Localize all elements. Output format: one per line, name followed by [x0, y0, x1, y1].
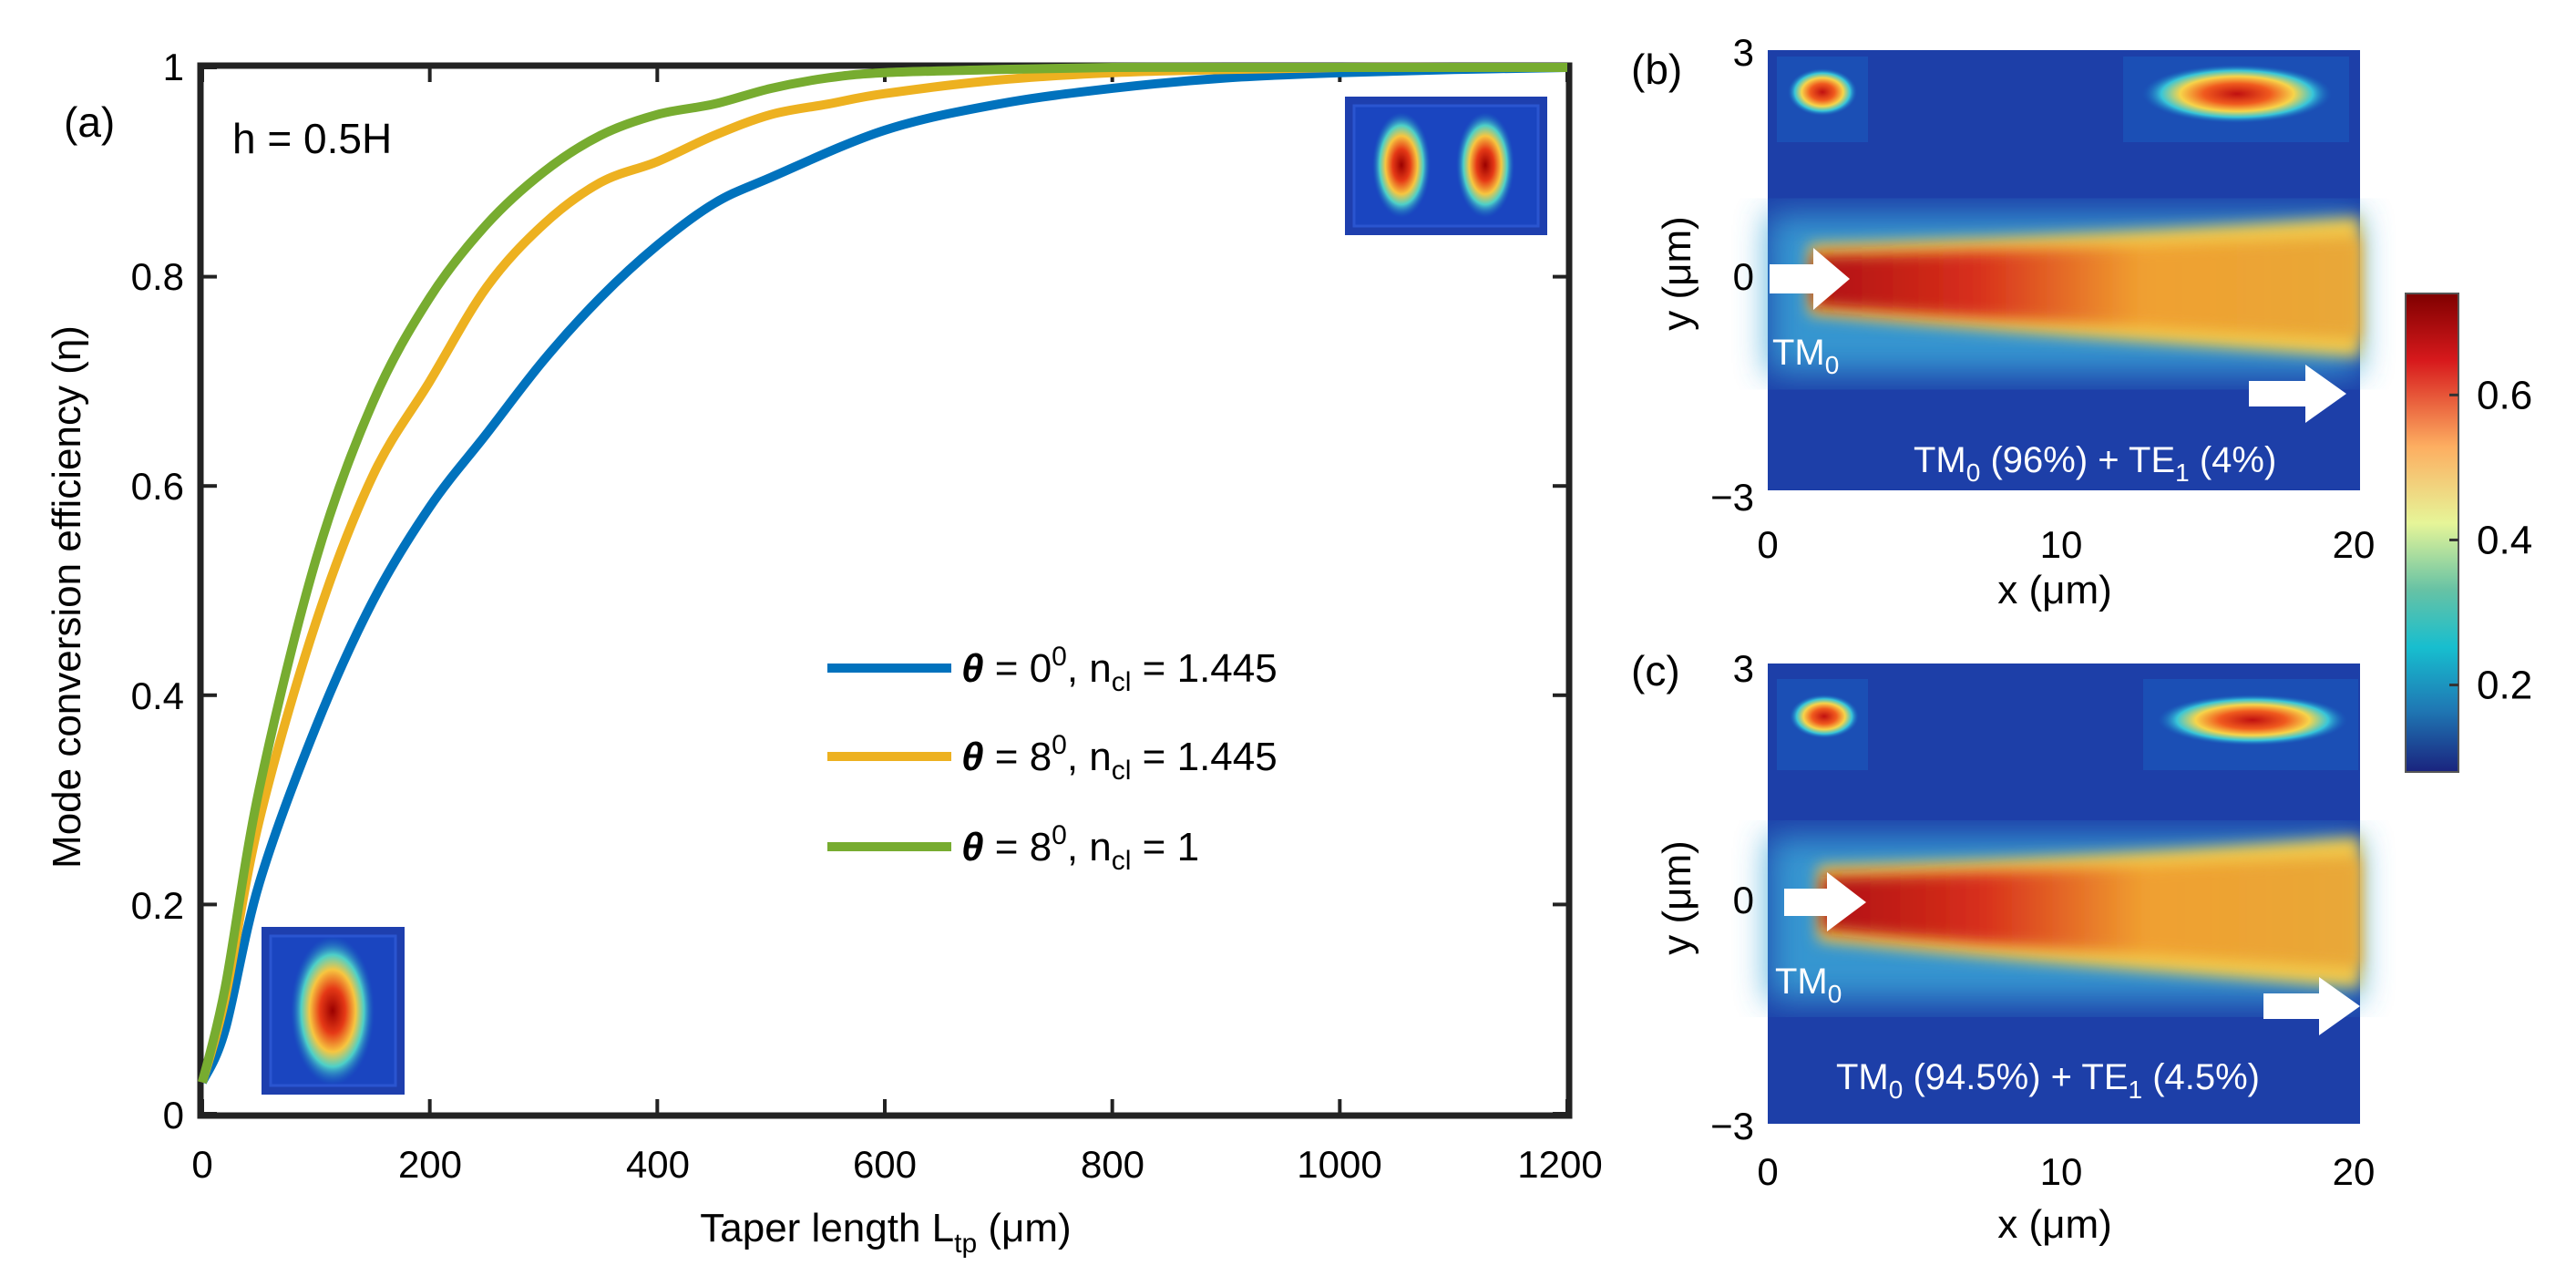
x-axis-label: x (μm)	[1997, 568, 2112, 612]
y-tick-label: 0.6	[131, 465, 184, 508]
y-tick-label: −3	[1710, 1105, 1754, 1147]
x-tick-label: 400	[626, 1143, 690, 1186]
legend: θ = 00, ncl = 1.445 θ = 80, ncl = 1.445 …	[827, 642, 1278, 876]
x-tick-label: 10	[2040, 1150, 2083, 1193]
input-arrow-icon	[1770, 248, 1850, 310]
series-lines	[198, 62, 1568, 1085]
panel-label-c: (c)	[1631, 647, 1680, 694]
colorbar: 0.6 0.4 0.2	[2405, 293, 2532, 773]
output-composition-label: TM0 (94.5%) + TE1 (4.5%)	[1836, 1057, 2260, 1104]
annotation-h: h = 0.5H	[232, 115, 392, 162]
colorbar-tick-label: 0.2	[2477, 664, 2532, 708]
input-mode-label: TM0	[1772, 333, 1839, 379]
x-tick-label: 10	[2040, 523, 2083, 566]
beam-core	[1822, 857, 2360, 968]
legend-label-series-2: θ = 80, ncl = 1.445	[961, 730, 1278, 786]
colorbar-gradient	[2405, 293, 2459, 773]
y-tick-label: 0.8	[131, 255, 184, 298]
colorbar-tick-label: 0.6	[2477, 373, 2532, 417]
x-axis-label: x (μm)	[1997, 1202, 2112, 1247]
y-tick-label: 3	[1733, 647, 1754, 690]
x-tick-label: 1200	[1517, 1143, 1602, 1186]
x-tick-label: 200	[398, 1143, 462, 1186]
output-arrow-icon	[2249, 365, 2346, 423]
input-arrow-icon	[1784, 872, 1866, 931]
x-axis-label: Taper length Ltp (μm)	[700, 1206, 1071, 1259]
colorbar-tick-label: 0.4	[2477, 518, 2532, 562]
plot-frame	[197, 62, 1573, 1119]
x-tick-label: 0	[1757, 523, 1778, 566]
y-tick-label: 0.4	[131, 674, 184, 717]
series-line-3	[198, 62, 1567, 1084]
beam-core	[1813, 237, 2360, 339]
panel-label-b: (b)	[1631, 46, 1682, 93]
colorbar-ticks: 0.6 0.4 0.2	[2449, 373, 2532, 708]
y-tick-label: 3	[1733, 31, 1754, 74]
y-axis-label: y (μm)	[1655, 216, 1699, 331]
x-tick-label: 0	[1757, 1150, 1778, 1193]
x-tick-label: 20	[2333, 523, 2376, 566]
output-composition-label: TM0 (96%) + TE1 (4%)	[1914, 440, 2276, 487]
y-tick-label: 0	[1733, 879, 1754, 921]
y-axis-label: Mode conversion efficiency (η)	[45, 325, 89, 869]
x-tick-label: 800	[1081, 1143, 1144, 1186]
inset-mode-te1	[1345, 97, 1547, 235]
panel-c-field-map: (c) TM0 TM0 (94.5%) + TE1 (4.5%) 3 0 −3 …	[1631, 647, 2375, 1247]
y-tick-label: 0	[163, 1094, 184, 1137]
y-axis-label: y (μm)	[1655, 840, 1699, 955]
panel-a-line-chart: (a) h = 0.5H 1 0.8 0.6 0.4 0.2 0 0 200 4…	[45, 46, 1603, 1259]
input-mode-label: TM0	[1775, 962, 1842, 1008]
output-arrow-icon	[2263, 977, 2360, 1035]
legend-label-series-1: θ = 00, ncl = 1.445	[961, 642, 1278, 697]
x-tick-label: 20	[2333, 1150, 2376, 1193]
x-tick-label: 0	[191, 1143, 212, 1186]
inset-mode-tm0	[262, 927, 405, 1095]
y-tick-label: 1	[163, 46, 184, 88]
y-tick-label: 0.2	[131, 884, 184, 927]
x-tick-label: 1000	[1297, 1143, 1381, 1186]
legend-label-series-3: θ = 80, ncl = 1	[961, 820, 1199, 876]
output-mode-spot	[2142, 65, 2332, 123]
panel-label-a: (a)	[64, 98, 115, 146]
y-tick-label: −3	[1710, 476, 1754, 519]
input-mode-spot	[1788, 68, 1857, 116]
panel-b-field-map: (b) TM0 TM0 (96%) + TE1 (4%) 3 0 −3 0 10…	[1631, 31, 2375, 612]
series-line-1	[198, 63, 1568, 1085]
x-tick-label: 600	[853, 1143, 917, 1186]
y-tick-label: 0	[1733, 255, 1754, 298]
input-mode-spot	[1790, 694, 1859, 738]
output-mode-spot	[2158, 694, 2347, 746]
